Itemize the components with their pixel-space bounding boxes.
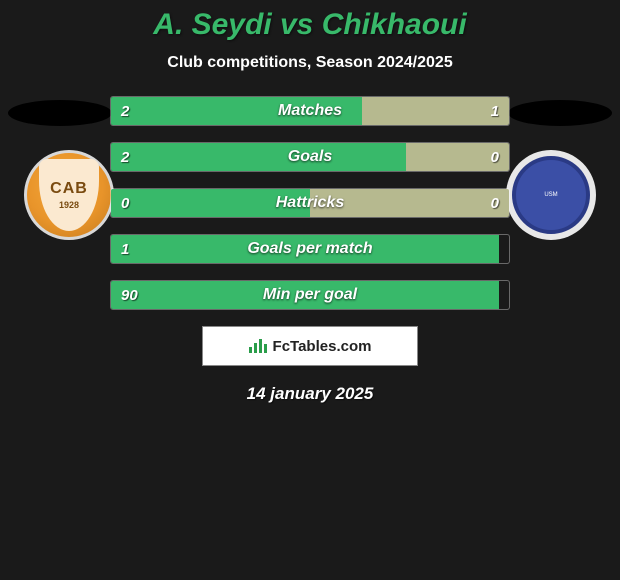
brand-chart-icon	[249, 339, 267, 353]
stat-left-value: 1	[111, 235, 499, 263]
stat-row: 90Min per goal	[110, 280, 510, 310]
team-logo-left: CAB 1928	[24, 150, 114, 240]
infographic-container: A. Seydi vs Chikhaoui Club competitions,…	[0, 0, 620, 404]
stat-row: 00Hattricks	[110, 188, 510, 218]
page-title: A. Seydi vs Chikhaoui	[0, 8, 620, 42]
stat-right-value	[499, 235, 509, 263]
stat-right-value	[499, 281, 509, 309]
team-logo-left-inner: CAB 1928	[39, 159, 99, 231]
brand-box: FcTables.com	[202, 326, 418, 366]
main-area: CAB 1928 USM 21Matches 20Goals 00Hattricks…	[0, 96, 620, 404]
stat-row: 1Goals per match	[110, 234, 510, 264]
stat-left-value: 2	[111, 143, 406, 171]
stat-left-value: 2	[111, 97, 362, 125]
logo-left-text: CAB	[50, 180, 88, 198]
team-logo-right: USM	[506, 150, 596, 240]
logo-left-year: 1928	[59, 200, 79, 210]
shadow-left	[8, 100, 112, 126]
date-text: 14 january 2025	[0, 384, 620, 404]
brand-text: FcTables.com	[273, 338, 372, 355]
stat-row: 20Goals	[110, 142, 510, 172]
stat-left-value: 0	[111, 189, 310, 217]
comparison-bars: 21Matches 20Goals 00Hattricks 1Goals per ma…	[110, 96, 510, 310]
stat-right-value: 0	[310, 189, 509, 217]
shadow-right	[508, 100, 612, 126]
stat-right-value: 1	[362, 97, 509, 125]
team-logo-right-inner: USM	[512, 156, 590, 234]
stat-row: 21Matches	[110, 96, 510, 126]
stat-right-value: 0	[406, 143, 509, 171]
logo-right-text: USM	[544, 192, 557, 199]
stat-left-value: 90	[111, 281, 499, 309]
subtitle: Club competitions, Season 2024/2025	[0, 54, 620, 72]
